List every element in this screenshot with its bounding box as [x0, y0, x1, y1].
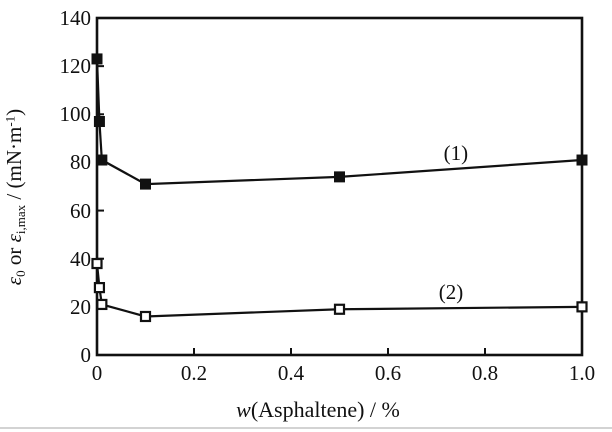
- text-segment: ε: [2, 234, 26, 243]
- x-axis-title: w(Asphaltene) / %: [168, 397, 468, 423]
- y-tick-label: 140: [59, 6, 92, 30]
- y-tick-label: 80: [70, 150, 91, 175]
- marker-filled-square: [96, 154, 108, 166]
- text-segment: (Asphaltene) / %: [250, 397, 400, 422]
- y-tick-label: 40: [70, 246, 91, 271]
- y-axis-title: ε0 or εi,max / (mN·m-1): [2, 0, 30, 397]
- plot-frame: [95, 16, 584, 357]
- x-tick-label: 1.0: [568, 361, 596, 385]
- marker-open-square: [333, 303, 346, 315]
- marker-filled-square: [140, 178, 151, 190]
- plot-area: [91, 16, 588, 357]
- text-segment: ε: [2, 276, 26, 286]
- marker-filled-square: [576, 154, 588, 166]
- marker-filled-square: [91, 53, 103, 65]
- series-label-annotation: (1): [443, 140, 469, 165]
- y-tick-label: 20: [70, 294, 91, 319]
- text-segment: w: [236, 397, 251, 422]
- y-tick-label: 100: [59, 102, 92, 127]
- marker-open-square: [93, 282, 106, 294]
- text-segment: 0: [12, 270, 28, 277]
- marker-open-square: [576, 301, 588, 313]
- marker-open-square: [96, 298, 108, 311]
- text-segment: / (mN·m: [2, 126, 26, 205]
- x-tick-label: 0.8: [471, 361, 499, 385]
- marker-open-square: [139, 310, 152, 323]
- y-tick-label: 0: [80, 343, 92, 367]
- marker-open-square: [91, 257, 103, 270]
- x-tick-label: 0.4: [277, 361, 305, 385]
- y-tick-label: 60: [70, 198, 91, 223]
- marker-filled-square: [334, 171, 345, 183]
- series-line-1: [95, 58, 583, 186]
- x-tick-label: 0: [91, 361, 103, 385]
- series-label-annotation: (2): [438, 280, 464, 305]
- x-tick-label: 0.6: [374, 361, 402, 385]
- y-tick-label: 120: [59, 54, 92, 79]
- text-segment: i,max: [12, 204, 28, 235]
- scan-artifact-line: [0, 427, 612, 429]
- text-segment: -1: [2, 115, 18, 127]
- x-tick-label: 0.2: [180, 361, 208, 385]
- marker-filled-square: [93, 116, 105, 128]
- text-segment: or: [2, 242, 26, 271]
- text-segment: ): [2, 108, 26, 116]
